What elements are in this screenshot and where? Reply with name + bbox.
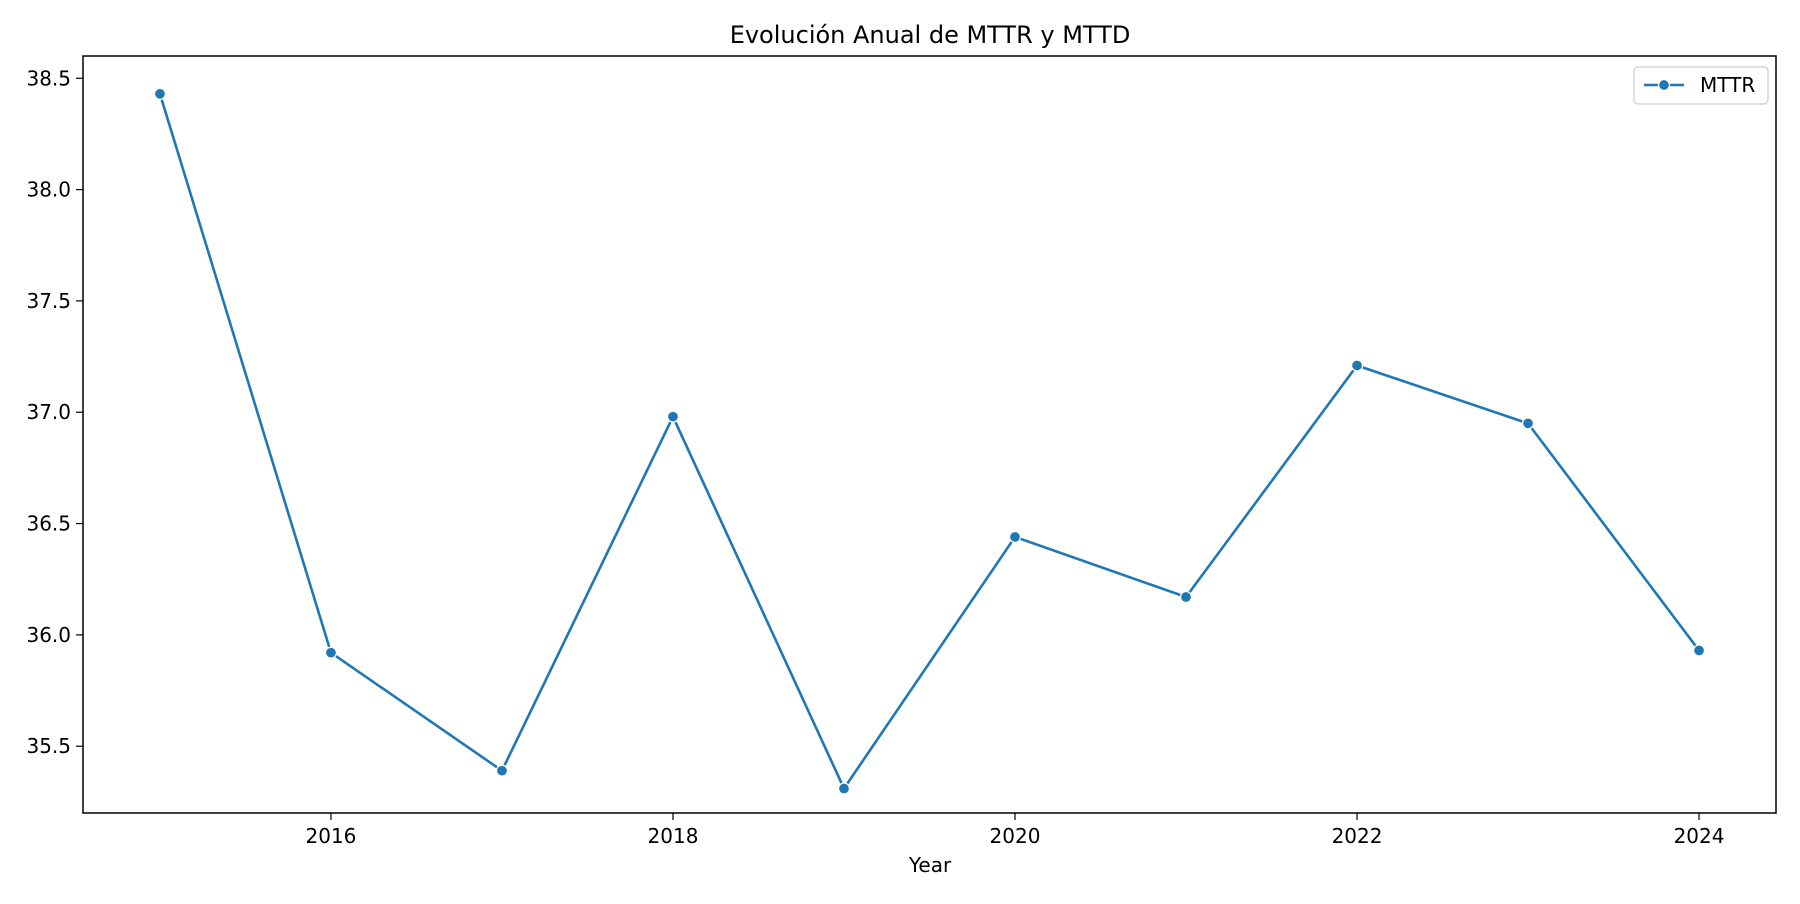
axes-frame: [82, 55, 1777, 814]
x-tick-label-2020: 2020: [990, 824, 1041, 848]
data-point-mttr-2016: [324, 646, 338, 659]
data-point-mttr-2015: [153, 87, 167, 100]
legend-marker-mttr: [1657, 78, 1671, 92]
x-axis-label: Year: [908, 853, 952, 877]
y-tick-label-37.5: 37.5: [26, 289, 71, 313]
y-tick-label-38.5: 38.5: [26, 66, 71, 90]
data-point-mttr-2018: [666, 410, 680, 423]
y-tick-label-37.0: 37.0: [26, 400, 71, 424]
x-tick-label-2022: 2022: [1332, 824, 1383, 848]
legend-label-mttr: MTTR: [1700, 73, 1755, 97]
chart-title: Evolución Anual de MTTR y MTTD: [730, 21, 1131, 49]
series-line-mttr: [158, 93, 1701, 790]
data-point-mttr-2023: [1521, 417, 1535, 430]
data-point-mttr-2021: [1179, 590, 1193, 604]
data-point-mttr-2017: [495, 764, 509, 777]
legend-frame: [1633, 66, 1769, 105]
x-tick-label-2024: 2024: [1674, 824, 1725, 848]
plot-area: 2016 2018 2020 2022 2024 35.5 36.0 36.5 37.0 37.5…: [26, 55, 1777, 848]
x-tick-label-2018: 2018: [648, 824, 699, 848]
data-point-mttr-2022: [1350, 359, 1364, 372]
data-point-mttr-2019: [837, 782, 851, 795]
data-point-mttr-2024: [1692, 644, 1706, 657]
y-tick-label-35.5: 35.5: [26, 734, 71, 758]
legend: MTTR: [1633, 66, 1769, 105]
y-tick-label-36.5: 36.5: [26, 512, 71, 536]
y-tick-label-38.0: 38.0: [26, 178, 71, 202]
x-tick-label-2016: 2016: [306, 824, 357, 848]
data-point-mttr-2020: [1008, 530, 1022, 544]
y-tick-label-36.0: 36.0: [26, 623, 71, 647]
